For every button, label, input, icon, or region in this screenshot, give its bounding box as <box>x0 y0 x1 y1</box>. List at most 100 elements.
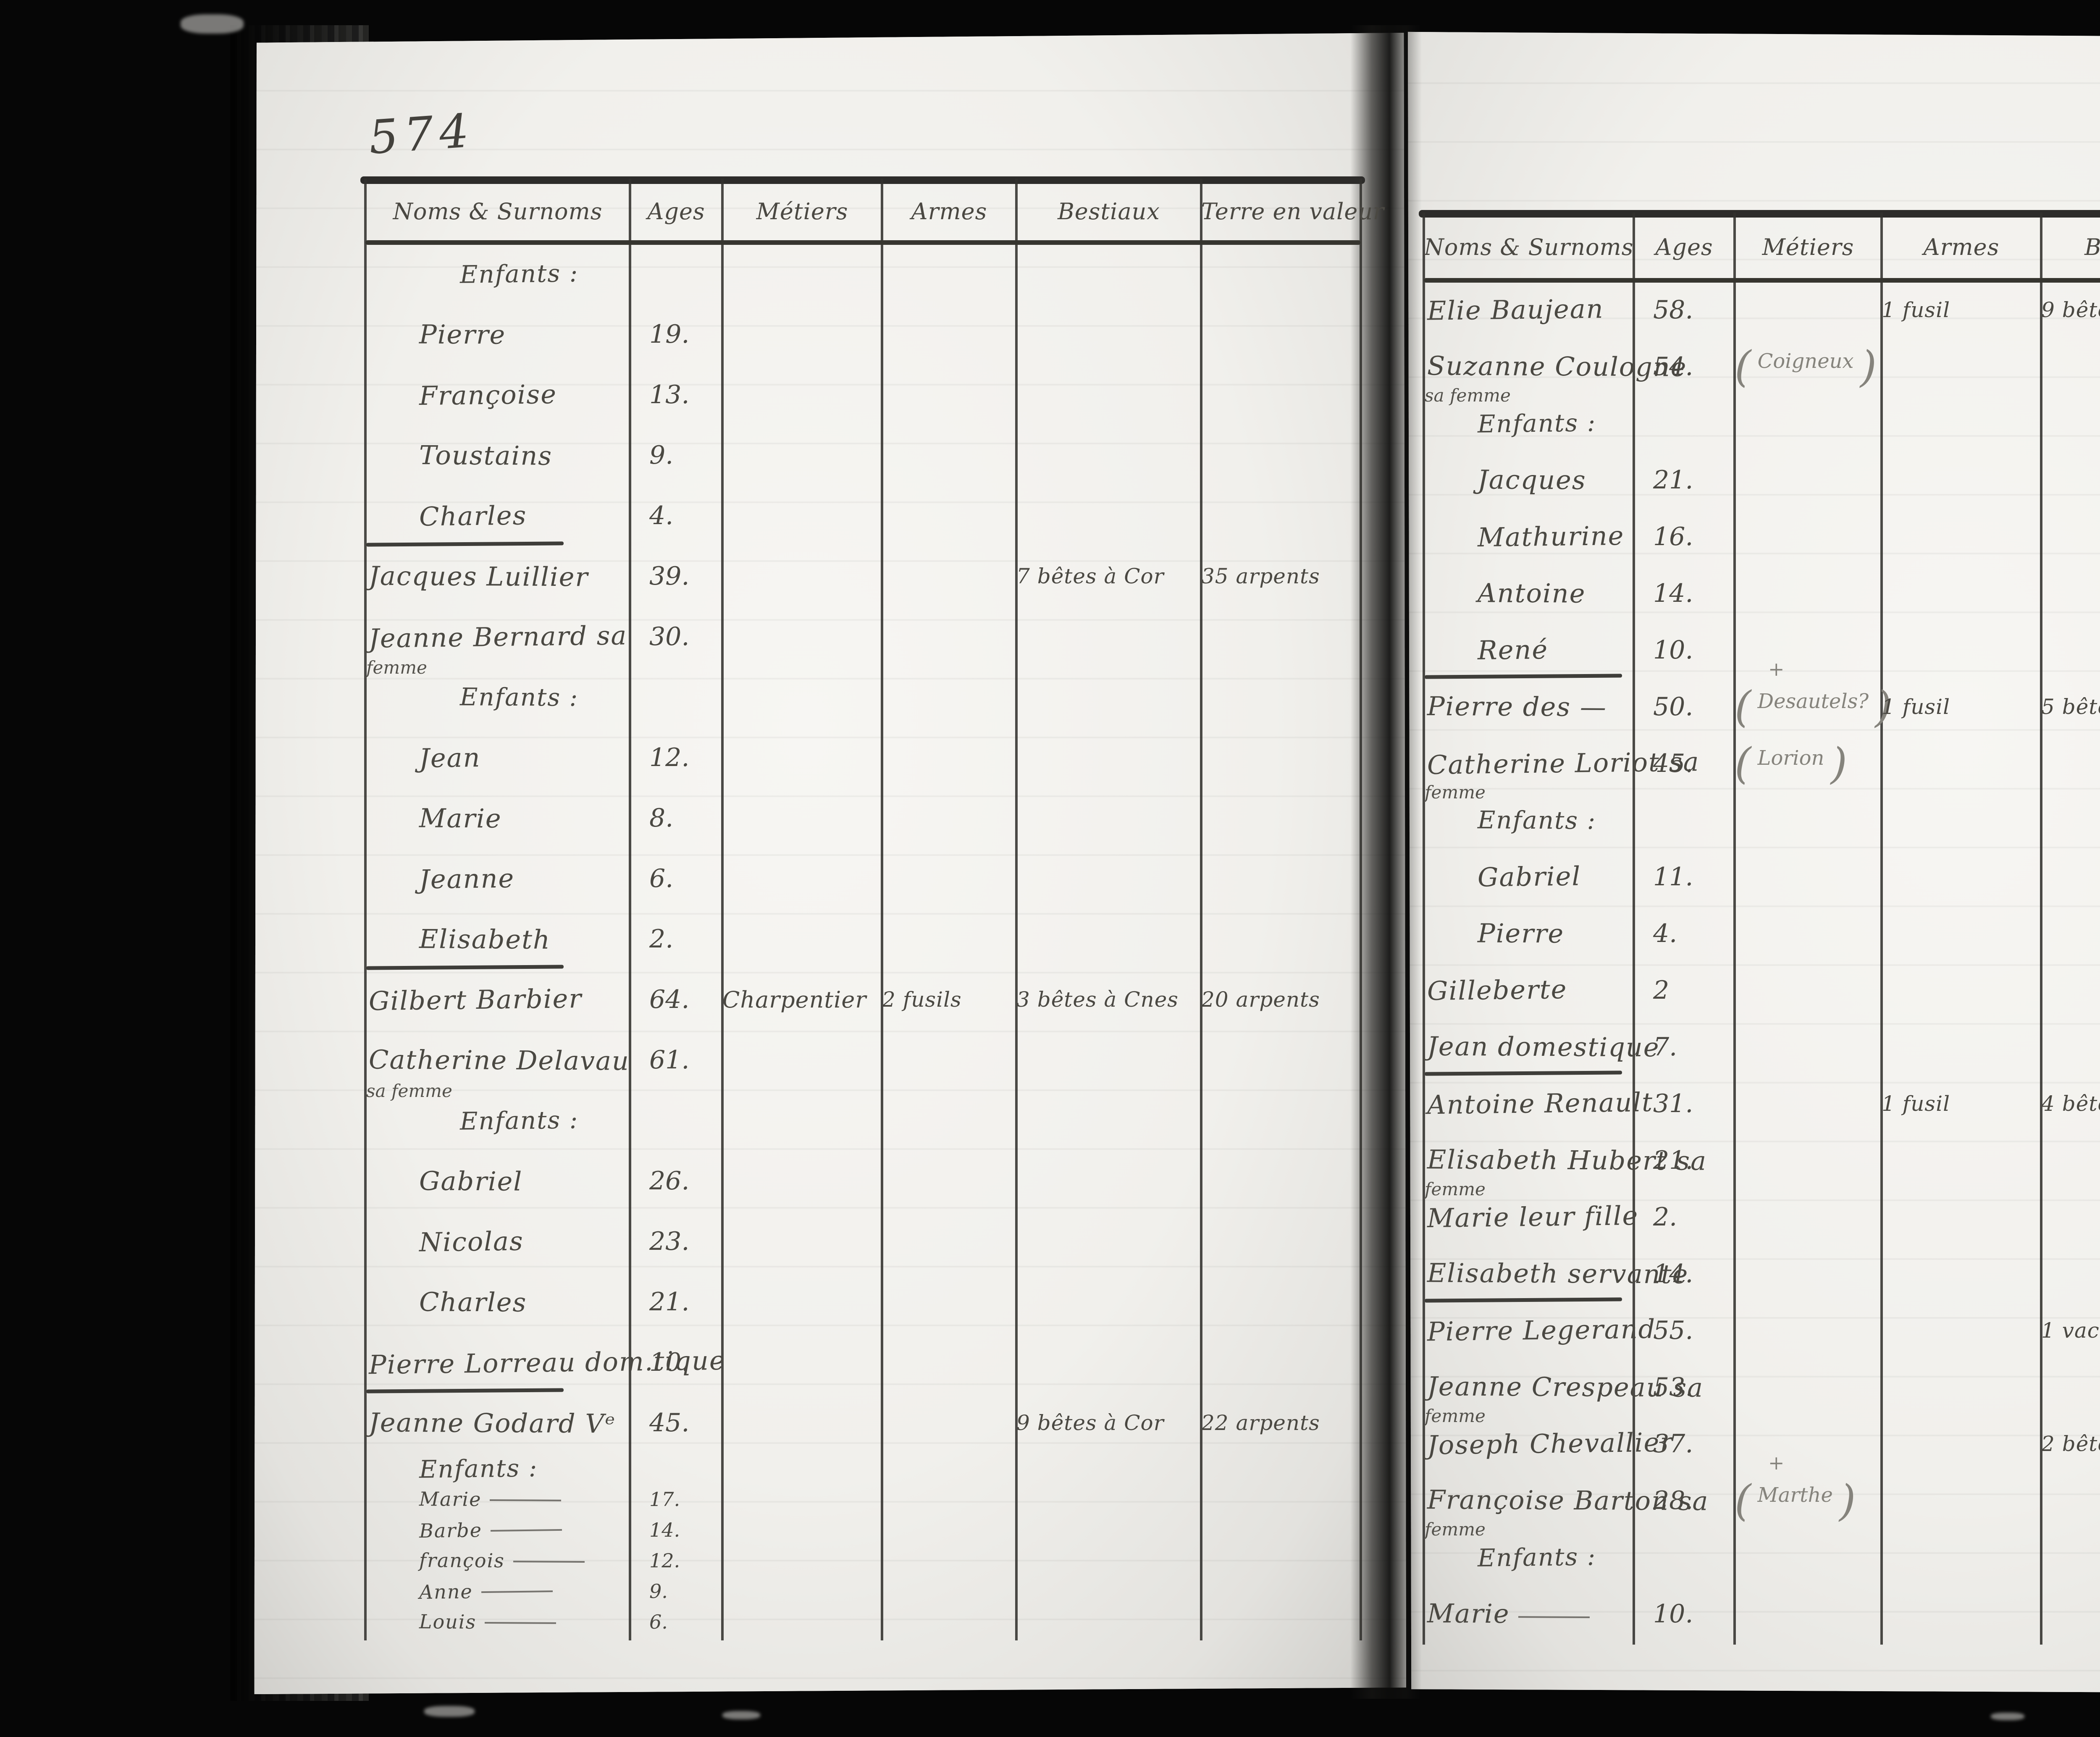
bestiaux-cell <box>1016 1030 1201 1090</box>
bestiaux-cell: 3 bêtes à Cnes <box>1016 969 1201 1030</box>
bestiaux-cell: 2 bêtes à Cor <box>2041 1415 2100 1472</box>
age-cell: 58. <box>1634 281 1735 338</box>
census-row: Toustains 9. <box>365 425 1361 485</box>
age-cell: 64. <box>630 969 722 1030</box>
terre-cell <box>1201 1332 1361 1393</box>
table-top-border <box>1419 210 2100 218</box>
person-name: Gabriel <box>1477 861 1581 893</box>
person-name: Marie <box>419 802 502 834</box>
armes-cell <box>882 304 1016 365</box>
census-row: Jacques 21. <box>1424 451 2100 508</box>
bestiaux-cell <box>1016 1545 1201 1576</box>
person-name: Jacques <box>1477 464 1586 496</box>
bestiaux-cell <box>2041 338 2100 395</box>
bestiaux-cell <box>1016 1576 1201 1606</box>
armes-cell <box>882 667 1016 727</box>
film-artifact <box>181 14 244 34</box>
age-cell: 28. <box>1634 1472 1735 1529</box>
metier-cell <box>1735 1018 1882 1075</box>
age-cell <box>630 667 722 727</box>
bestiaux-cell <box>1016 425 1201 485</box>
person-name: Enfants : <box>459 1105 579 1136</box>
name-cell: Catherine Delavau sa femme <box>365 1030 630 1101</box>
pencil-annotation: ( Lorion ) <box>1735 738 1848 788</box>
armes-cell <box>1882 1472 2041 1529</box>
armes-cell <box>1882 395 2041 451</box>
bestiaux-cell <box>2041 792 2100 848</box>
age-cell <box>1634 792 1735 848</box>
census-row: Anne 9. <box>365 1576 1361 1606</box>
census-row: Pierre 4. <box>1424 905 2100 962</box>
name-cell: Toustains <box>365 425 630 485</box>
census-row: Gabriel 26. <box>365 1151 1361 1211</box>
name-cell: Pierre des — <box>1424 678 1634 735</box>
metier-cell <box>1735 1585 1882 1642</box>
age-cell: 50. <box>1634 678 1735 735</box>
metier-cell <box>1735 1075 1882 1132</box>
census-row: Pierre 19. <box>365 304 1361 365</box>
census-row: Jacques Luillier 39. 7 bêtes à Cor 35 arpen… <box>365 546 1361 606</box>
armes-cell <box>1882 1529 2041 1585</box>
bestiaux-cell <box>1016 1151 1201 1211</box>
census-row: Elisabeth 2. <box>365 909 1361 969</box>
terre-value: 35 arpents <box>1201 564 1320 588</box>
metier-cell <box>1735 395 1882 451</box>
name-cell: Pierre Legerand <box>1424 1302 1656 1359</box>
metier-cell <box>722 1090 882 1151</box>
metier-cell: ( Marthe ) + <box>1735 1451 1882 1529</box>
person-name: René <box>1477 634 1549 666</box>
bestiaux-cell <box>2041 1132 2100 1189</box>
age-value: 8. <box>649 803 674 833</box>
bestiaux-value: 2 bêtes à Cor <box>2041 1431 2100 1456</box>
armes-cell <box>882 848 1016 909</box>
name-cell: Enfants : <box>365 1453 630 1484</box>
bestiaux-cell <box>2041 735 2100 792</box>
armes-cell <box>1882 962 2041 1018</box>
metier-cell <box>722 606 882 667</box>
age-value: 14. <box>1653 578 1693 608</box>
person-name: Pierre <box>1477 918 1564 949</box>
armes-cell <box>1882 1189 2041 1245</box>
armes-cell <box>882 727 1016 788</box>
metier-cell <box>722 244 882 304</box>
bestiaux-cell <box>1016 1090 1201 1151</box>
metier-cell <box>1735 792 1882 848</box>
age-value: 31. <box>1653 1089 1693 1118</box>
terre-cell <box>1201 1514 1361 1545</box>
terre-cell <box>1201 606 1361 667</box>
age-cell: 37. <box>1634 1415 1735 1472</box>
age-value: 2. <box>1653 1202 1677 1232</box>
person-name: Louis <box>419 1610 556 1634</box>
table-column-line <box>2040 213 2042 1645</box>
armes-cell <box>882 1090 1016 1151</box>
census-row: Gilbert Barbier 64. Charpentier 2 fusils 3 b… <box>365 969 1361 1030</box>
person-name: Toustains <box>419 439 553 471</box>
age-value: 11. <box>1653 862 1693 892</box>
metier-cell: ( Lorion ) <box>1735 735 1882 792</box>
terre-value: 20 arpents <box>1201 987 1320 1012</box>
age-value: 30. <box>649 622 690 651</box>
metier-cell <box>722 425 882 485</box>
bestiaux-cell <box>2041 1245 2100 1302</box>
terre-cell <box>1201 1576 1361 1606</box>
age-cell: 53. <box>1634 1359 1735 1415</box>
bestiaux-cell <box>2041 962 2100 1018</box>
armes-value: 1 fusil <box>1882 1091 1950 1116</box>
age-cell <box>1634 1529 1735 1585</box>
bestiaux-cell <box>2041 905 2100 962</box>
name-cell: Jacques Luillier <box>365 546 630 606</box>
bestiaux-cell: 4 bêtes à Cor <box>2041 1075 2100 1132</box>
age-value: 4. <box>1653 918 1677 948</box>
armes-cell <box>882 1272 1016 1332</box>
table-column-line <box>1423 213 1425 1645</box>
film-artifact <box>424 1706 475 1717</box>
age-value: 12. <box>649 743 690 772</box>
bestiaux-cell <box>2041 1529 2100 1585</box>
age-value: 37. <box>1653 1429 1693 1459</box>
person-name: Elisabeth <box>419 923 551 955</box>
person-name: Pierre des — <box>1427 690 1607 723</box>
terre-cell <box>1201 1030 1361 1090</box>
bestiaux-cell <box>1016 727 1201 788</box>
bestiaux-cell <box>1016 1606 1201 1637</box>
age-value: 9. <box>649 1580 668 1603</box>
